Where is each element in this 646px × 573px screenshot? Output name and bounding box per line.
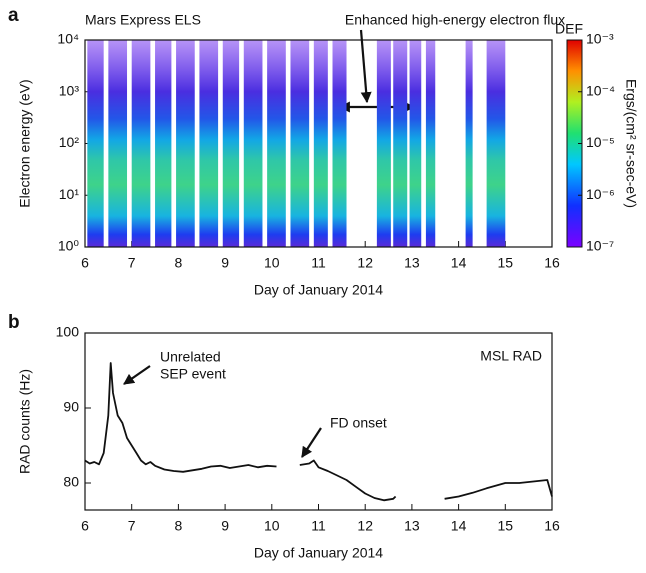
x-tick-label: 7 bbox=[128, 518, 136, 534]
colorbar-tick-label: 10⁻⁵ bbox=[586, 134, 615, 150]
x-tick-label: 11 bbox=[311, 255, 326, 271]
x-tick-label: 8 bbox=[175, 255, 183, 271]
spectrogram-stripe bbox=[108, 40, 128, 247]
spectrogram-stripe bbox=[290, 40, 310, 247]
spectrogram-stripe bbox=[486, 40, 506, 247]
colorbar-title: DEF bbox=[555, 21, 583, 37]
y-tick-label: 10² bbox=[59, 134, 80, 150]
x-axis-label: Day of January 2014 bbox=[254, 545, 383, 561]
x-axis-label: Day of January 2014 bbox=[254, 282, 383, 298]
y-axis-label: Electron energy (eV) bbox=[17, 79, 33, 207]
y-tick-label: 10⁴ bbox=[57, 31, 79, 47]
y-tick-label: 10³ bbox=[59, 82, 80, 98]
plot-frame bbox=[84, 39, 553, 248]
annotation-arrow bbox=[359, 29, 372, 104]
x-tick-label: 12 bbox=[357, 255, 373, 271]
annotation: MSL RAD bbox=[480, 348, 542, 364]
x-tick-label: 10 bbox=[264, 255, 280, 271]
spectrogram-stripe bbox=[267, 40, 286, 247]
annotation: Enhanced high-energy electron flux bbox=[345, 12, 565, 28]
y-tick-label: 100 bbox=[56, 324, 80, 340]
spectrogram-stripe bbox=[199, 40, 219, 247]
spectrogram-stripe bbox=[465, 40, 473, 247]
x-tick-label: 16 bbox=[544, 518, 560, 534]
plot-frame bbox=[84, 332, 553, 511]
colorbar-tick-label: 10⁻⁴ bbox=[586, 82, 615, 98]
spectrogram-stripe bbox=[243, 40, 263, 247]
spectrogram-stripe bbox=[425, 40, 436, 247]
spectrogram-stripe bbox=[176, 40, 195, 247]
colorbar-label: Ergs/(cm² sr-sec-eV) bbox=[623, 79, 639, 208]
y-tick-label: 10¹ bbox=[59, 186, 80, 202]
annotation: FD onset bbox=[330, 415, 387, 431]
spectrogram-stripe bbox=[313, 40, 328, 247]
colorbar-tick-label: 10⁻⁷ bbox=[586, 238, 614, 254]
spectrogram-stripe bbox=[376, 40, 391, 247]
x-tick-label: 6 bbox=[81, 255, 89, 271]
panel-label: a bbox=[8, 5, 19, 26]
data-line bbox=[84, 362, 553, 502]
colorbar-tick-label: 10⁻³ bbox=[586, 31, 614, 47]
y-tick-label: 10⁰ bbox=[58, 238, 80, 254]
x-tick-label: 8 bbox=[175, 518, 183, 534]
spectrogram-stripe bbox=[131, 40, 151, 247]
x-tick-label: 12 bbox=[357, 518, 373, 534]
x-tick-label: 13 bbox=[404, 255, 420, 271]
x-tick-label: 9 bbox=[221, 518, 229, 534]
spectrogram-stripe bbox=[409, 40, 422, 247]
annotation: Mars Express ELS bbox=[85, 12, 201, 28]
y-axis-label: RAD counts (Hz) bbox=[17, 369, 33, 474]
x-tick-label: 7 bbox=[128, 255, 136, 271]
annotation: Unrelated bbox=[160, 349, 221, 365]
x-tick-label: 15 bbox=[498, 255, 514, 271]
annotation-arrow bbox=[123, 365, 151, 385]
annotation-arrow bbox=[301, 427, 322, 458]
spectrogram-stripe bbox=[332, 40, 347, 247]
x-tick-label: 11 bbox=[311, 518, 326, 534]
x-tick-label: 14 bbox=[451, 255, 467, 271]
panel-label: b bbox=[8, 312, 20, 333]
spectrogram-stripe bbox=[155, 40, 172, 247]
x-tick-label: 13 bbox=[404, 518, 420, 534]
x-tick-label: 14 bbox=[451, 518, 467, 534]
y-tick-label: 90 bbox=[63, 399, 79, 415]
spectrogram-stripe bbox=[393, 40, 408, 247]
x-tick-label: 6 bbox=[81, 518, 89, 534]
x-tick-label: 9 bbox=[221, 255, 229, 271]
annotation: SEP event bbox=[160, 366, 226, 382]
colorbar-tick-label: 10⁻⁶ bbox=[586, 186, 615, 202]
y-tick-label: 80 bbox=[63, 474, 79, 490]
x-tick-label: 10 bbox=[264, 518, 280, 534]
spectrogram-stripe bbox=[222, 40, 240, 247]
x-tick-label: 15 bbox=[498, 518, 514, 534]
x-tick-label: 16 bbox=[544, 255, 560, 271]
spectrogram-stripe bbox=[87, 40, 104, 247]
